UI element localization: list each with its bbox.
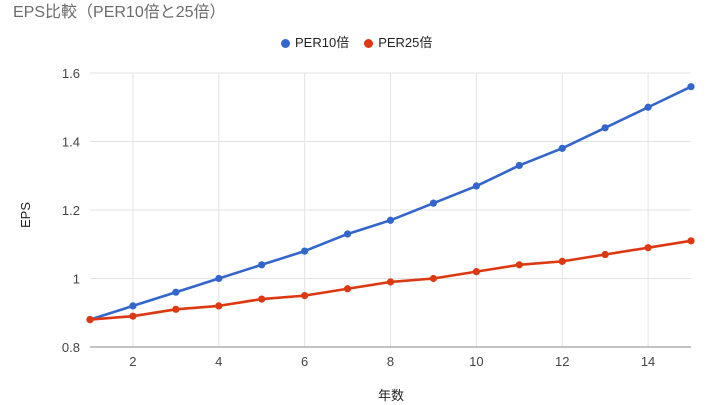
data-point-per10 (644, 103, 652, 111)
data-point-per25 (215, 302, 223, 310)
data-point-per10 (172, 288, 180, 296)
series-layer (86, 83, 695, 324)
data-point-per10 (472, 182, 480, 190)
data-point-per10 (301, 247, 309, 255)
data-point-per10 (129, 302, 137, 310)
y-tick-label: 1 (73, 272, 80, 287)
data-point-per25 (558, 257, 566, 265)
data-point-per25 (515, 261, 523, 269)
data-point-per10 (687, 83, 695, 91)
legend-item-per25: PER25倍 (364, 34, 432, 52)
data-point-per10 (558, 144, 566, 152)
legend-marker-per25 (364, 38, 374, 48)
data-point-per10 (215, 274, 223, 283)
data-point-per25 (258, 295, 266, 303)
x-tick-label: 6 (301, 354, 308, 369)
y-axis-ticks: 0.8 1 1.2 1.4 1.6 (62, 66, 80, 355)
legend-item-per10: PER10倍 (281, 34, 349, 52)
data-point-per10 (258, 261, 266, 269)
data-point-per25 (386, 278, 395, 286)
x-tick-label: 12 (555, 354, 569, 369)
y-tick-label: 1.6 (62, 66, 80, 81)
data-point-per25 (129, 312, 137, 320)
y-axis-label: EPS (18, 202, 33, 228)
data-point-per25 (687, 237, 695, 245)
data-point-per10 (343, 230, 352, 238)
y-tick-label: 0.8 (62, 340, 80, 355)
x-axis-label: 年数 (378, 388, 404, 403)
data-point-per10 (386, 216, 395, 224)
legend-label-per25: PER25倍 (378, 35, 433, 50)
legend-marker-per10 (281, 38, 290, 48)
x-tick-label: 8 (387, 354, 394, 369)
data-point-per25 (644, 244, 652, 252)
data-point-per25 (429, 274, 438, 283)
y-tick-label: 1.4 (62, 135, 80, 150)
x-tick-label: 10 (469, 354, 483, 369)
legend-label-per10: PER10倍 (295, 35, 350, 50)
data-point-per25 (601, 250, 609, 259)
data-point-per25 (86, 316, 94, 324)
x-axis-ticks: 2 4 6 8 10 12 14 (129, 354, 655, 369)
data-point-per10 (601, 124, 609, 132)
data-point-per10 (429, 199, 438, 207)
data-point-per25 (472, 268, 480, 276)
data-point-per25 (301, 292, 309, 300)
data-point-per25 (172, 305, 180, 313)
x-tick-label: 4 (215, 354, 222, 369)
data-point-per25 (343, 285, 352, 293)
y-tick-label: 1.2 (62, 203, 80, 218)
chart-title: EPS比較（PER10倍と25倍） (13, 4, 226, 21)
x-tick-label: 2 (129, 354, 136, 369)
legend: PER10倍 PER25倍 (281, 34, 432, 52)
x-tick-label: 14 (641, 354, 655, 369)
data-point-per10 (515, 161, 523, 170)
